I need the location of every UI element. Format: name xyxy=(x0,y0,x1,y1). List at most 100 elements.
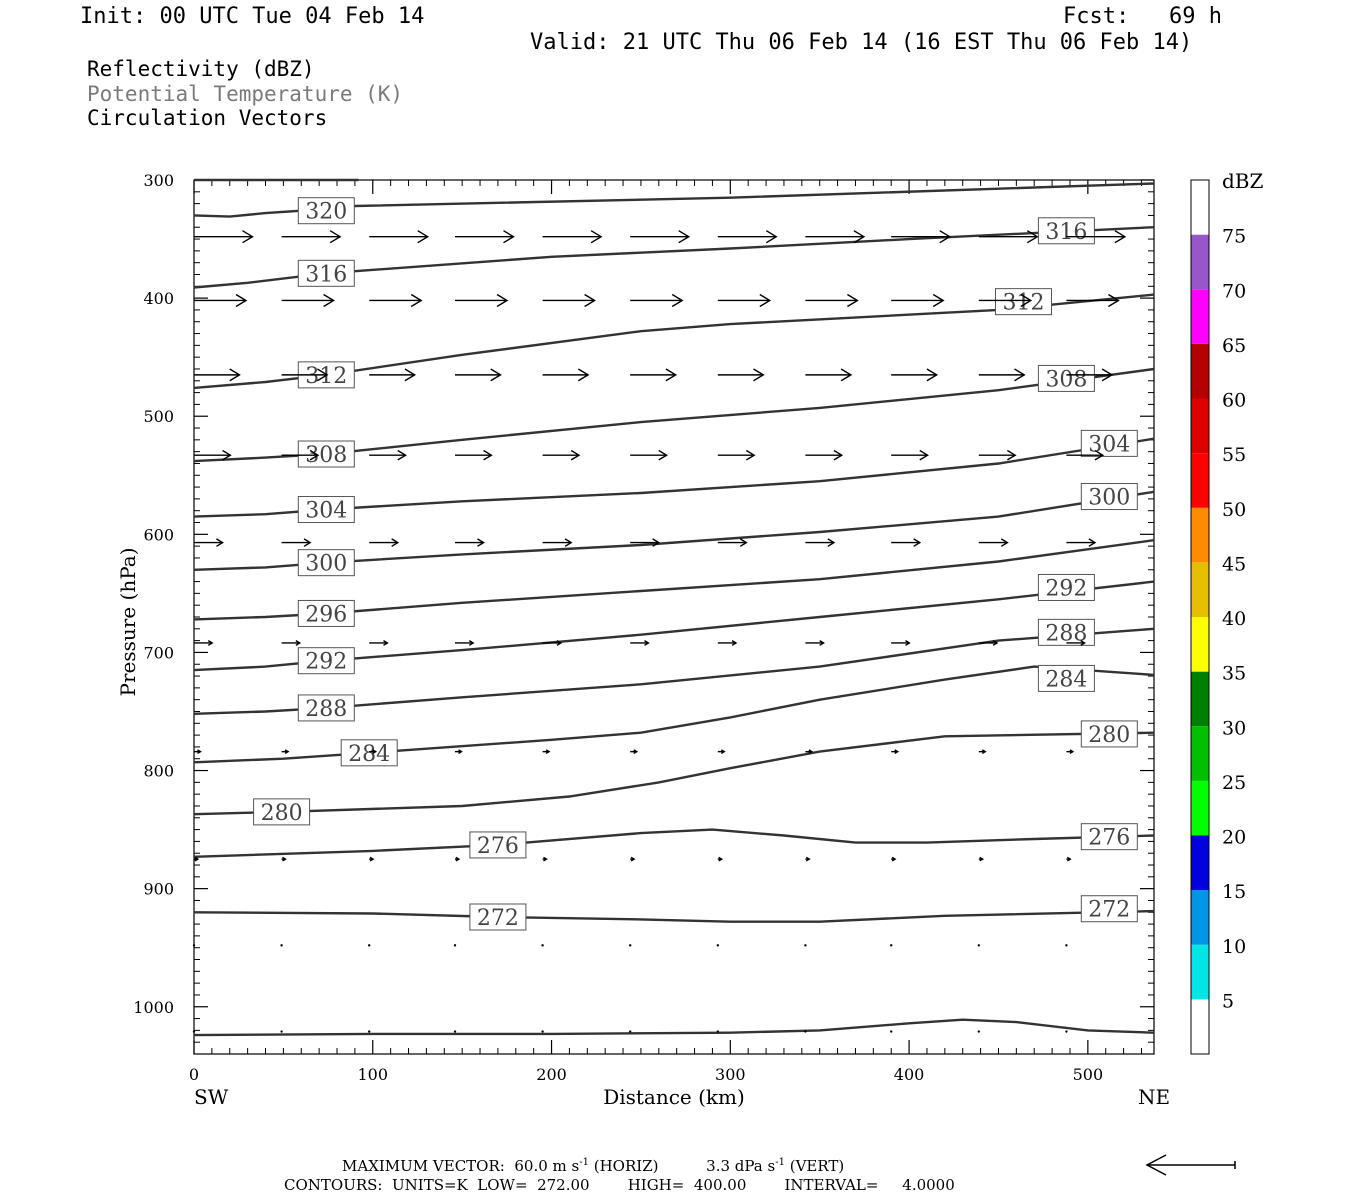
y-tick-label: 900 xyxy=(143,880,174,899)
vector-dot xyxy=(541,1030,544,1033)
colorbar-level-label: 45 xyxy=(1222,553,1246,575)
vector-arrowhead xyxy=(590,230,603,244)
sw-end-label: SW xyxy=(194,1085,229,1109)
theta-label-box xyxy=(297,197,355,225)
colorbar-level-label: 70 xyxy=(1222,280,1246,302)
vector-arrowhead xyxy=(658,449,668,461)
vector-arrowhead xyxy=(391,538,400,547)
vector-dot xyxy=(280,944,283,947)
colorbar-level-label: 60 xyxy=(1222,390,1246,412)
theta-contour-label: 312 xyxy=(305,364,347,389)
vector-arrowhead xyxy=(853,230,866,244)
vector-arrowhead xyxy=(905,640,911,646)
theta-label-box xyxy=(1080,483,1138,511)
vector-dot xyxy=(453,944,457,947)
vector-dot xyxy=(192,944,196,947)
x-tick-label: 200 xyxy=(536,1065,567,1084)
vector-arrowhead xyxy=(1026,230,1039,244)
vector-arrowhead xyxy=(496,293,509,308)
vector-arrowhead xyxy=(718,856,724,862)
theta-contour-272 xyxy=(193,909,1155,923)
theta-contour-284 xyxy=(193,665,1155,764)
theta-contour-label: 284 xyxy=(1045,667,1087,692)
vector-arrowhead xyxy=(1094,449,1105,461)
vector-dot xyxy=(453,1030,457,1033)
y-tick-label: 1000 xyxy=(133,998,174,1017)
colorbar-segment xyxy=(1191,180,1209,235)
vector-arrowhead xyxy=(570,449,581,461)
y-axis-label: Pressure (hPa) xyxy=(116,548,140,697)
theta-contour-label: 272 xyxy=(477,906,519,931)
vector-dot xyxy=(804,1030,807,1033)
theta-contour-label: 312 xyxy=(1002,291,1044,316)
vector-arrowhead xyxy=(891,856,897,862)
theta-contour-label: 320 xyxy=(305,200,347,225)
vector-arrowhead xyxy=(1088,538,1097,547)
vector-arrowhead xyxy=(417,230,430,244)
vector-dot xyxy=(804,944,807,947)
vector-dot xyxy=(716,1030,719,1033)
ne-end-label: NE xyxy=(1138,1085,1170,1109)
y-tick-label: 300 xyxy=(143,171,174,190)
vector-dot xyxy=(977,1030,981,1033)
vector-arrowhead xyxy=(545,749,551,755)
vector-arrowhead xyxy=(323,293,335,308)
max-vector-suffix: (VERT) xyxy=(784,1157,845,1175)
theta-contour-300 xyxy=(193,490,1155,571)
theta-label-box xyxy=(297,259,355,287)
init-time: Init: 00 UTC Tue 04 Feb 14 xyxy=(80,4,425,29)
vector-arrowhead xyxy=(1069,749,1075,755)
theta-label-box xyxy=(1080,823,1138,851)
vector-arrowhead xyxy=(652,538,661,547)
colorbar-level-label: 65 xyxy=(1222,335,1246,357)
vector-arrowhead xyxy=(840,368,853,382)
vector-arrowhead xyxy=(584,293,596,308)
vector-dot xyxy=(541,944,544,947)
colorbar-segment xyxy=(1191,890,1209,945)
vector-dot xyxy=(367,1030,371,1033)
x-tick-label: 100 xyxy=(357,1065,388,1084)
theta-contour-label: 272 xyxy=(1088,898,1130,923)
vector-arrowhead xyxy=(309,449,320,461)
vector-arrowhead xyxy=(458,749,463,755)
theta-label-box xyxy=(1080,429,1138,457)
theta-label-box xyxy=(1080,720,1138,748)
field-vectors: Circulation Vectors xyxy=(87,106,328,130)
theta-contour-label: 292 xyxy=(1045,576,1087,601)
vector-arrowhead xyxy=(633,749,639,755)
vector-arrowhead xyxy=(577,368,590,382)
vector-dot xyxy=(629,1030,632,1033)
vector-arrowhead xyxy=(926,368,939,382)
colorbar-segment xyxy=(1191,671,1209,727)
theta-label-box xyxy=(297,440,355,468)
theta-label-box xyxy=(1037,664,1095,692)
theta-contour-308 xyxy=(193,367,1155,463)
vector-arrowhead xyxy=(1006,449,1017,461)
vector-arrowhead xyxy=(665,368,678,382)
theta-label-box xyxy=(297,549,355,577)
vector-arrowhead xyxy=(847,293,859,308)
forecast-hour: Fcst: 69 h xyxy=(1063,4,1222,29)
max-vector-text: MAXIMUM VECTOR: 60.0 m s-1 (HORIZ) 3.3 d… xyxy=(342,1158,844,1174)
vector-arrowhead xyxy=(979,856,985,862)
vector-arrowhead xyxy=(759,293,772,308)
colorbar-level-label: 15 xyxy=(1222,881,1246,903)
theta-label-box xyxy=(1037,573,1095,601)
vector-dot xyxy=(629,944,632,947)
max-vector-mid: (HORIZ) 3.3 dPa s xyxy=(588,1157,776,1175)
vector-arrowhead xyxy=(1014,368,1026,382)
theta-contour-label: 292 xyxy=(305,650,347,675)
vector-arrowhead xyxy=(216,538,224,547)
vector-arrowhead xyxy=(827,538,836,547)
vector-arrowhead xyxy=(808,749,814,755)
reference-vector-arrowhead xyxy=(1145,1154,1167,1176)
vector-dot xyxy=(890,944,893,947)
vector-arrowhead xyxy=(197,749,202,755)
vector-arrowhead xyxy=(745,449,756,461)
theta-contour-280 xyxy=(193,731,1155,816)
vector-arrowhead xyxy=(765,230,778,244)
colorbar-title: dBZ xyxy=(1222,169,1264,193)
colorbar-frame xyxy=(1190,179,1210,1055)
vector-arrowhead xyxy=(229,368,241,382)
vector-arrowhead xyxy=(1114,230,1127,244)
